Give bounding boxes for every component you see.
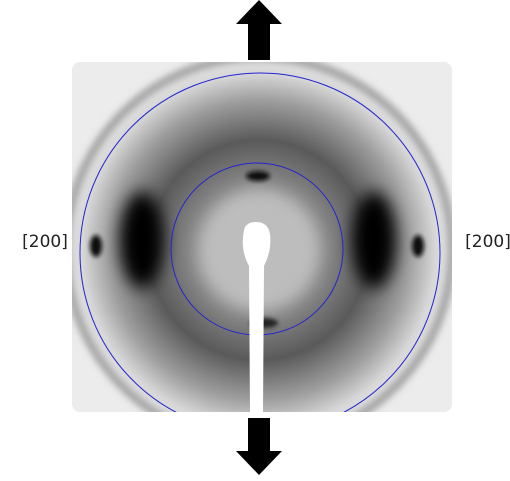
label-left: [200] — [22, 232, 68, 252]
spot-top — [246, 171, 270, 181]
reflection-left — [120, 192, 164, 288]
diffraction-image — [72, 62, 452, 412]
label-right: [200] — [465, 232, 510, 252]
beam-stop — [242, 222, 271, 412]
arrow-up — [236, 0, 282, 60]
spot-left — [90, 235, 102, 257]
arrow-down — [236, 418, 282, 475]
outer-circle — [79, 72, 441, 412]
spot-right — [412, 235, 424, 257]
reflection-right — [352, 192, 396, 288]
